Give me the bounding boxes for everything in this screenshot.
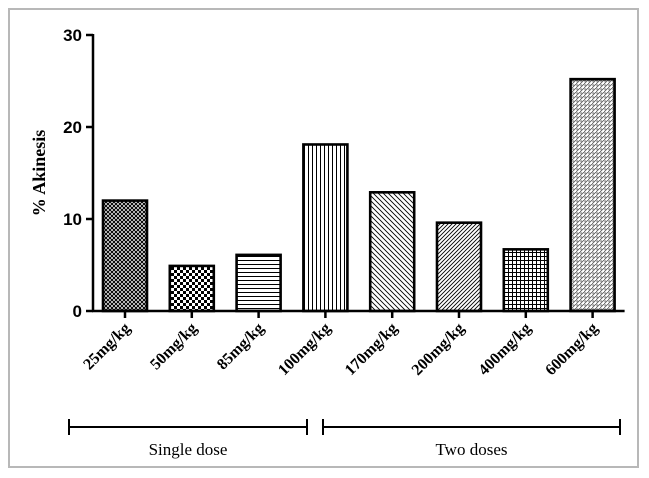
bar-600mg-per-kg — [569, 77, 616, 313]
bar-200mg-per-kg — [435, 221, 483, 313]
y-tick-label: 20 — [63, 118, 82, 137]
bar-170mg-per-kg — [368, 191, 416, 313]
x-tick-label: 170mg/kg — [342, 320, 401, 379]
y-axis: 0 10 20 30 — [63, 26, 95, 321]
x-tick-label: 400mg/kg — [475, 320, 534, 379]
bars — [101, 77, 616, 313]
dose-groups: Single dose Two doses — [68, 419, 621, 459]
group-label: Two doses — [435, 440, 507, 459]
bar-50mg-per-kg — [168, 264, 216, 313]
bar-85mg-per-kg — [235, 253, 282, 313]
x-tick-label: 100mg/kg — [275, 320, 334, 379]
x-axis: 25mg/kg 50mg/kg 85mg/kg 100mg/kg 170mg/kg 200… — [80, 309, 625, 379]
y-tick-label: 10 — [63, 210, 82, 229]
x-tick-label: 85mg/kg — [214, 320, 268, 374]
bar-25mg-per-kg — [101, 199, 149, 313]
x-tick-label: 200mg/kg — [409, 320, 468, 379]
x-tick-label: 25mg/kg — [80, 320, 134, 374]
y-axis-title: % Akinesis — [29, 130, 49, 217]
group-label: Single dose — [149, 440, 228, 459]
x-tick-label: 600mg/kg — [542, 320, 601, 379]
bar-400mg-per-kg — [502, 248, 550, 313]
bar-100mg-per-kg — [302, 143, 349, 313]
x-tick-label: 50mg/kg — [147, 320, 201, 374]
y-tick-label: 30 — [63, 26, 82, 45]
y-tick-label: 0 — [73, 302, 82, 321]
